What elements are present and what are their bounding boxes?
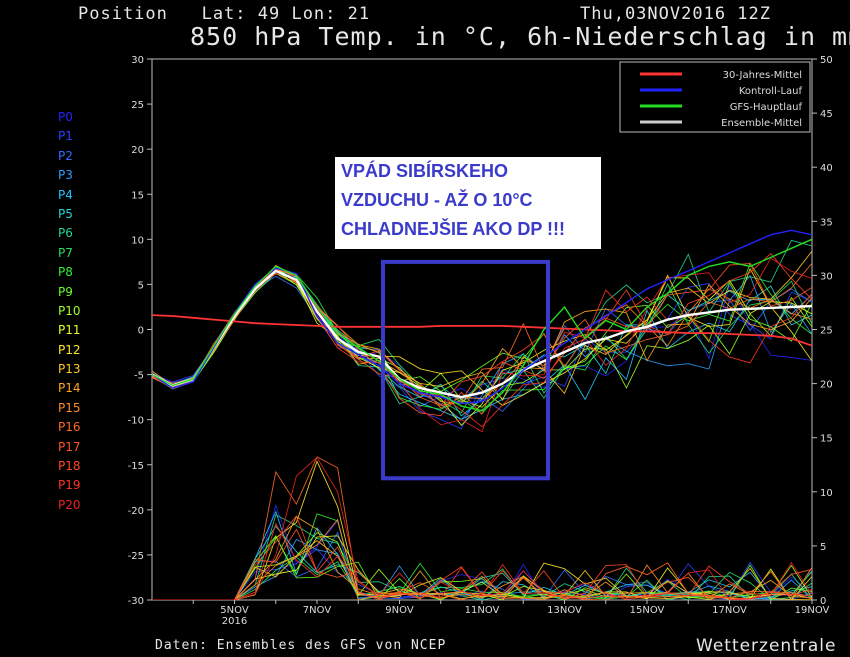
member-label: P14 — [58, 381, 81, 396]
y-right-tick-label: 35 — [820, 217, 833, 228]
y-right-tick-label: 30 — [820, 271, 833, 282]
precip-line-member — [152, 504, 812, 600]
y-left-tick-label: -10 — [128, 416, 144, 427]
y-right-tick-label: 25 — [820, 326, 833, 337]
precip-line-member — [152, 518, 812, 600]
y-left-tick-label: 15 — [131, 190, 144, 201]
legend-label: Ensemble-Mittel — [721, 118, 802, 129]
y-right-tick-label: 20 — [820, 380, 833, 391]
member-label: P8 — [58, 265, 73, 280]
legend-label: Kontroll-Lauf — [739, 86, 803, 97]
x-tick-label: 9NOV — [385, 605, 414, 616]
precip-line-member — [152, 548, 812, 600]
y-left-tick-label: -5 — [134, 371, 144, 382]
member-label: P3 — [58, 168, 73, 183]
member-label: P13 — [58, 362, 81, 377]
x-tick-label: 7NOV — [303, 605, 332, 616]
series-line-2 — [152, 229, 812, 405]
y-left-tick-label: 25 — [131, 100, 144, 111]
precip-line-member — [152, 532, 812, 600]
chart-title: 850 hPa Temp. in °C, 6h-Niederschlag in … — [190, 22, 850, 51]
precip-line-member — [152, 535, 812, 600]
annotation-line-1: VPÁD SIBÍRSKEHO — [341, 161, 509, 181]
y-left-tick-label: -25 — [128, 551, 144, 562]
member-label: P20 — [58, 497, 81, 512]
x-tick-sublabel: 2016 — [222, 616, 247, 627]
member-label: P17 — [58, 439, 81, 454]
y-right-tick-label: 5 — [820, 542, 826, 553]
member-label: P18 — [58, 459, 81, 474]
series-line-1 — [152, 269, 812, 399]
footer-brand: Wetterzentrale — [696, 636, 837, 656]
member-temp-line — [152, 262, 812, 415]
y-left-tick-label: 20 — [131, 145, 144, 156]
member-label: P4 — [58, 187, 73, 202]
member-label: P7 — [58, 245, 73, 260]
y-left-tick-label: 0 — [138, 326, 144, 337]
member-label: P1 — [58, 129, 73, 144]
member-label: P19 — [58, 478, 81, 493]
series-group — [152, 229, 812, 600]
x-tick-label: 11NOV — [465, 605, 500, 616]
x-tick-label: 17NOV — [712, 605, 747, 616]
member-label: P11 — [58, 323, 81, 338]
y-left-tick-label: 10 — [131, 235, 144, 246]
precip-line-member — [152, 456, 812, 600]
highlight-rectangle — [381, 259, 550, 481]
annotation-line-2: VZDUCHU - AŽ O 10°C — [341, 190, 533, 210]
legend-label: GFS-Hauptlauf — [730, 102, 803, 113]
y-left-tick-label: -30 — [128, 596, 144, 607]
member-label: P15 — [58, 400, 81, 415]
member-label: P0 — [58, 110, 73, 124]
member-label: P12 — [58, 342, 81, 357]
legend-label: 30-Jahres-Mittel — [723, 70, 802, 81]
y-left-tick-label: 5 — [138, 280, 144, 291]
member-label: P9 — [58, 284, 73, 299]
member-label: P16 — [58, 420, 81, 435]
x-tick-label: 15NOV — [630, 605, 665, 616]
precip-line-member — [152, 456, 812, 600]
footer-source: Daten: Ensembles des GFS von NCEP — [155, 638, 447, 653]
member-label: P2 — [58, 148, 73, 163]
y-right-tick-label: 15 — [820, 434, 833, 445]
series-line-3 — [152, 238, 812, 412]
annotation-box: VPÁD SIBÍRSKEHO VZDUCHU - AŽ O 10°C CHLA… — [335, 157, 601, 249]
y-right-tick-label: 50 — [820, 55, 833, 66]
precip-line-member — [152, 514, 812, 600]
date-label: Thu,03NOV2016 12Z — [580, 4, 771, 24]
precip-line-member — [152, 528, 812, 600]
x-tick-label: 19NOV — [795, 605, 830, 616]
x-tick-label: 5NOV — [220, 605, 249, 616]
x-tick-label: 13NOV — [547, 605, 582, 616]
member-label: P10 — [58, 303, 81, 318]
ensemble-member-list: P0 P1 P2 P3 P4 P5 P6 P7 P8 P9 P10 P11 P12 P13 P14 P15 P1… — [58, 108, 81, 515]
member-temp-line — [152, 257, 812, 433]
y-right-tick-label: 10 — [820, 488, 833, 499]
series-line-0 — [152, 314, 812, 347]
position-label: Position Lat: 49 Lon: 21 — [78, 4, 371, 24]
y-left-tick-label: -20 — [128, 506, 144, 517]
y-left-tick-label: -15 — [128, 461, 144, 472]
annotation-line-3: CHLADNEJŠIE AKO DP !!! — [341, 219, 566, 239]
y-right-tick-label: 40 — [820, 163, 833, 174]
member-label: P6 — [58, 226, 73, 241]
member-temp-line — [152, 275, 812, 412]
y-right-tick-label: 45 — [820, 109, 833, 120]
precip-line-member — [152, 514, 812, 600]
y-left-tick-label: 30 — [131, 55, 144, 66]
y-right-tick-label: 0 — [820, 596, 826, 607]
member-label: P5 — [58, 206, 73, 221]
